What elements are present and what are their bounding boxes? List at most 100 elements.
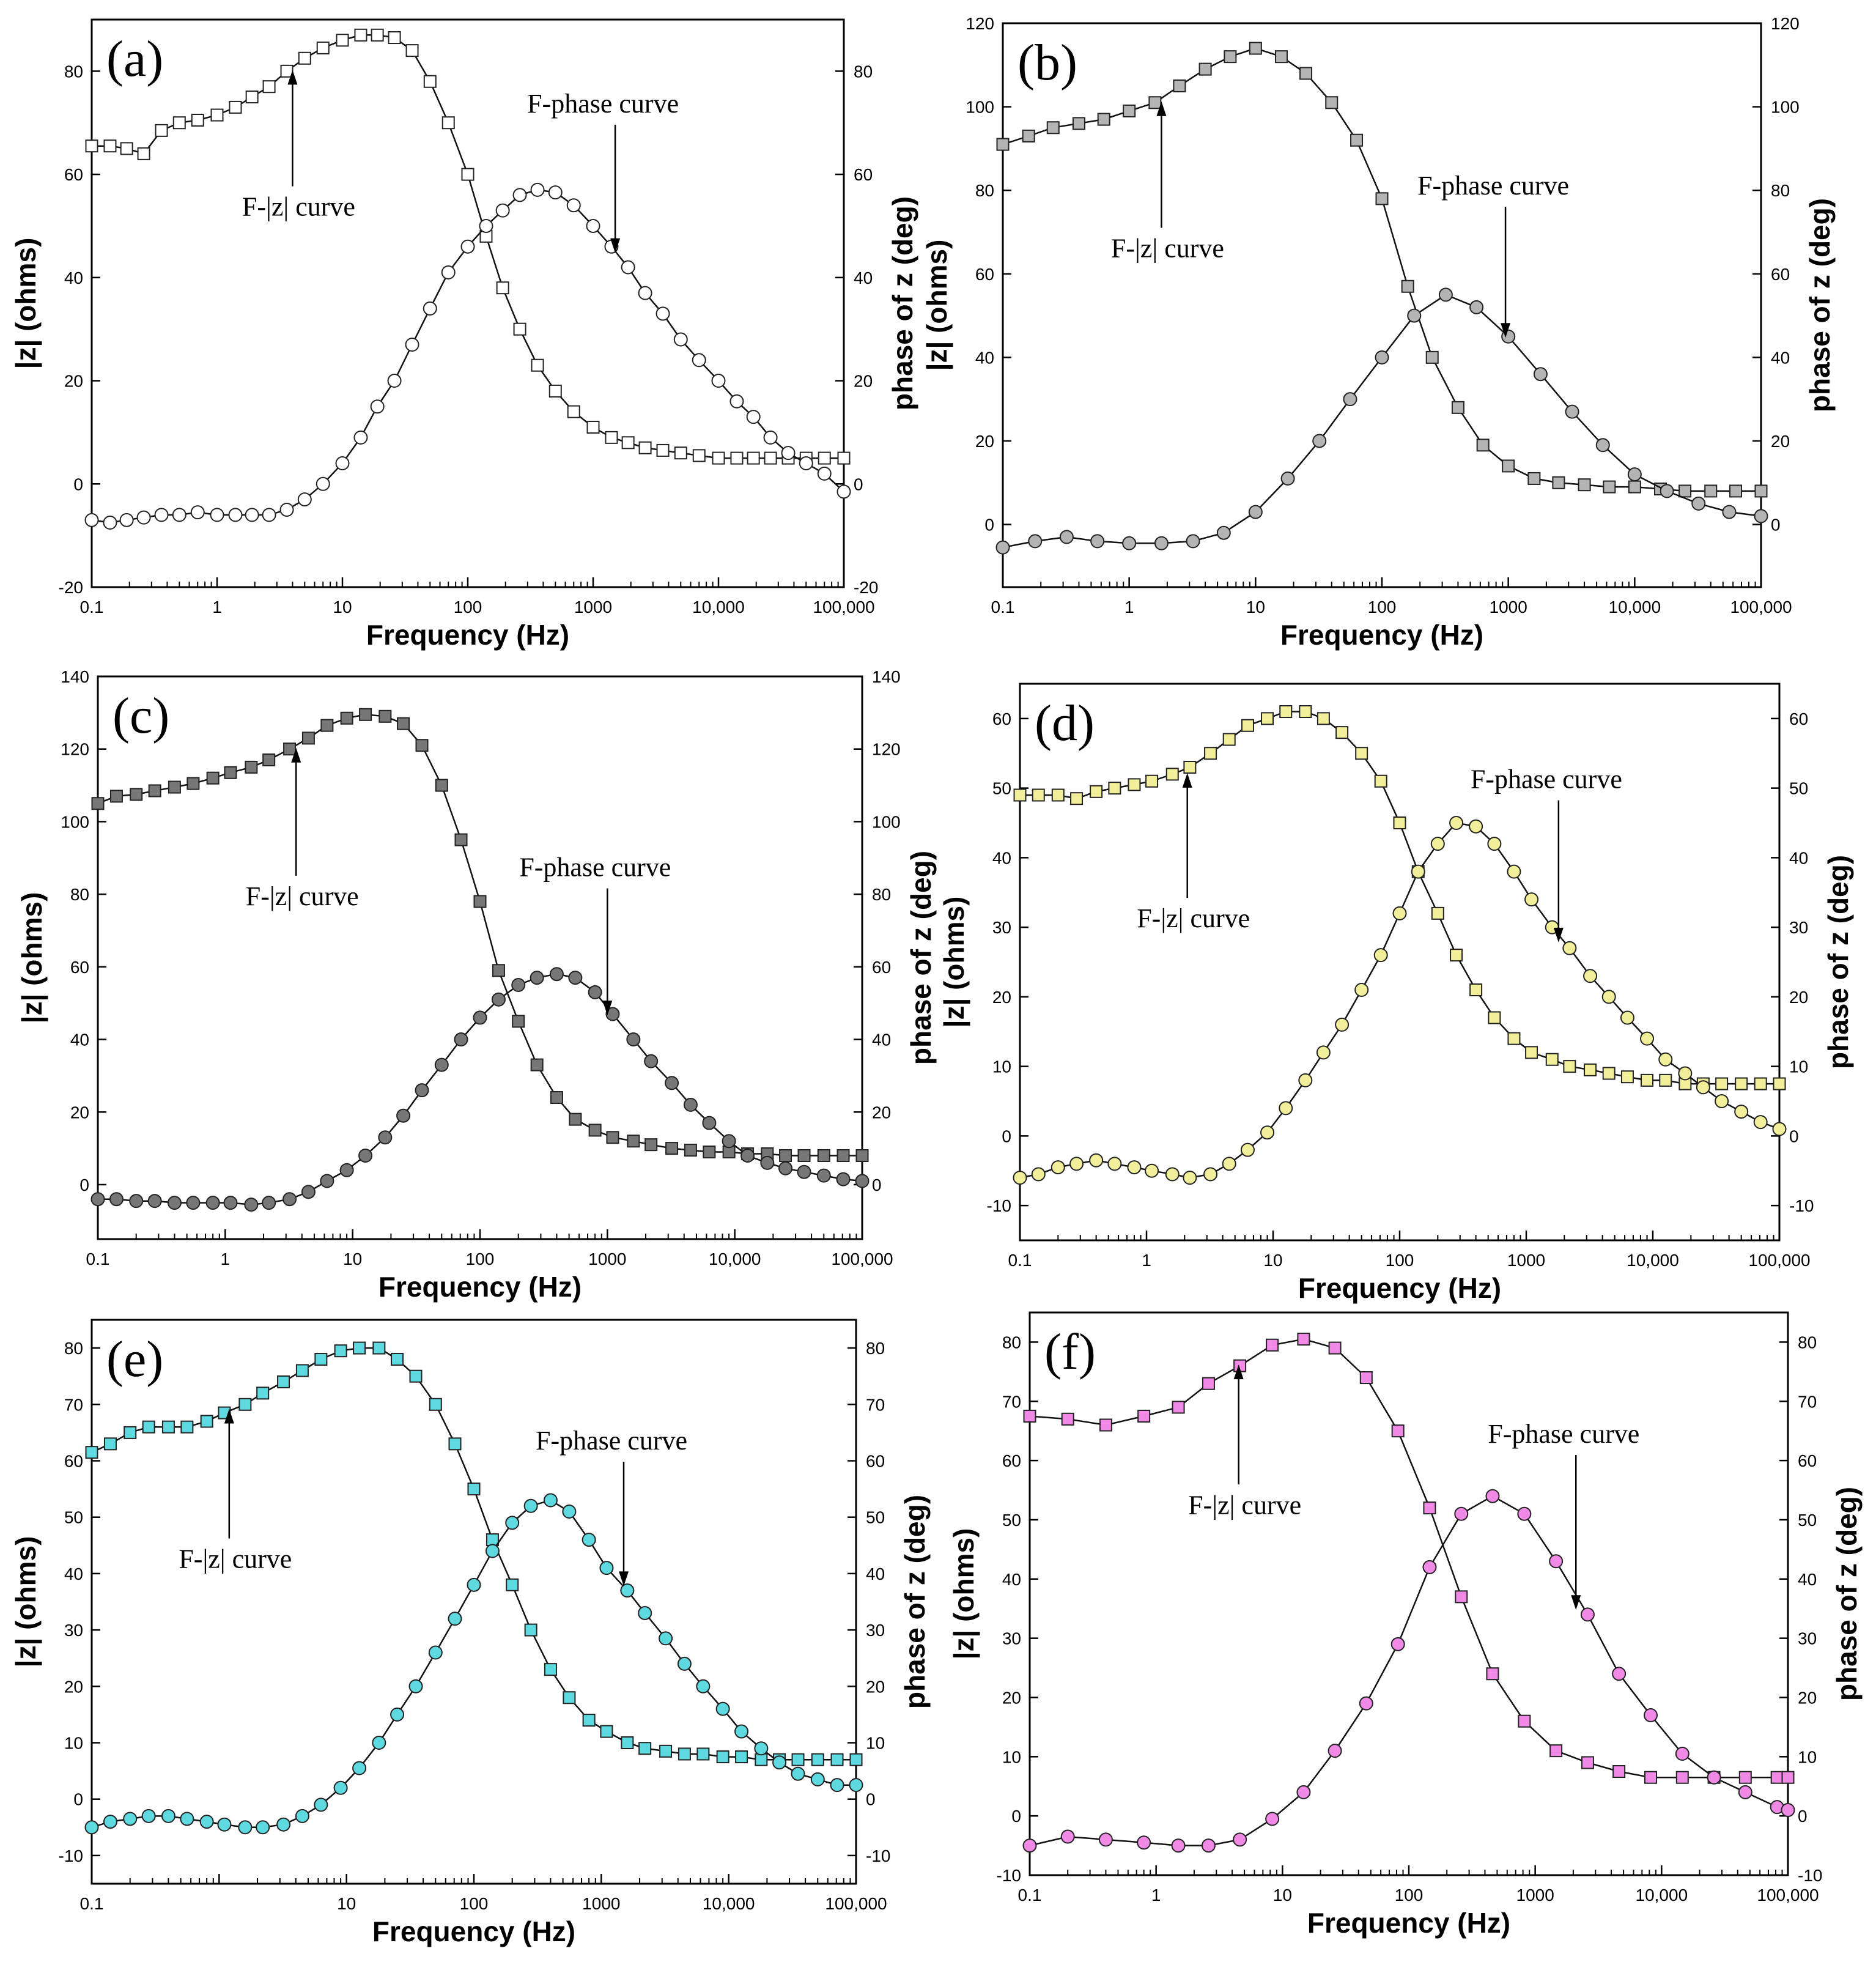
y-right-axis-title: phase of z (deg) bbox=[887, 196, 918, 410]
data-point-circle bbox=[1562, 941, 1577, 955]
data-point-circle bbox=[568, 971, 583, 985]
data-point-square bbox=[1148, 96, 1162, 109]
x-tick-label: 1 bbox=[221, 1249, 231, 1268]
annotation-arrowhead bbox=[1571, 1595, 1581, 1610]
y-left-tick-label: 10 bbox=[1002, 1747, 1021, 1766]
data-point-circle bbox=[390, 1707, 405, 1722]
data-point-square bbox=[1675, 1771, 1689, 1784]
data-point-circle bbox=[763, 430, 778, 445]
data-point-circle bbox=[396, 1108, 411, 1123]
data-point-circle bbox=[855, 1174, 870, 1188]
x-tick-label: 1000 bbox=[582, 1894, 620, 1913]
data-point-circle bbox=[696, 1679, 711, 1694]
data-point-circle bbox=[1354, 983, 1369, 997]
data-point-circle bbox=[1715, 1094, 1729, 1108]
y-left-tick-label: 40 bbox=[992, 848, 1011, 867]
x-tick-label: 10 bbox=[1246, 598, 1265, 616]
data-point-circle bbox=[210, 508, 224, 522]
y-right-tick-label: 40 bbox=[872, 1031, 891, 1049]
data-point-square bbox=[1644, 1771, 1658, 1784]
data-point-square bbox=[696, 1747, 710, 1761]
y-right-tick-label: 20 bbox=[854, 372, 873, 391]
data-point-circle bbox=[1612, 1667, 1627, 1681]
data-point-circle bbox=[1265, 1812, 1280, 1826]
data-point-square bbox=[605, 431, 618, 444]
y-left-tick-label: 60 bbox=[992, 709, 1011, 728]
annotation-label: F-phase curve bbox=[527, 89, 679, 119]
data-point-circle bbox=[1279, 1101, 1293, 1116]
data-point-circle bbox=[605, 1007, 620, 1021]
y-right-tick-label: 0 bbox=[872, 1175, 882, 1194]
y-left-tick-label: 50 bbox=[992, 779, 1011, 798]
data-point-square bbox=[1602, 1067, 1616, 1080]
series-line-phase bbox=[1002, 294, 1762, 549]
data-point-circle bbox=[180, 1812, 194, 1826]
y-left-tick-label: 60 bbox=[70, 958, 89, 977]
y-right-tick-label: 60 bbox=[1798, 1451, 1817, 1470]
y-right-tick-label: -10 bbox=[1798, 1866, 1822, 1885]
y-left-axis-title: |z| (ohms) bbox=[16, 892, 48, 1024]
data-point-square bbox=[283, 742, 297, 756]
annotation-arrowhead bbox=[610, 238, 621, 253]
data-point-square bbox=[567, 405, 580, 418]
data-point-square bbox=[1299, 705, 1312, 718]
data-point-circle bbox=[1524, 892, 1539, 907]
data-point-square bbox=[1628, 480, 1641, 494]
data-point-square bbox=[512, 1015, 525, 1028]
data-point-square bbox=[1735, 1077, 1748, 1090]
data-point-circle bbox=[1343, 392, 1357, 407]
annotation-label: F-|z| curve bbox=[246, 881, 359, 911]
data-point-square bbox=[371, 28, 384, 42]
x-tick-label: 100 bbox=[454, 598, 482, 616]
data-point-square bbox=[1578, 478, 1591, 492]
data-point-square bbox=[1393, 816, 1406, 829]
data-point-square bbox=[797, 1149, 811, 1162]
y-left-tick-label: 80 bbox=[64, 1339, 83, 1358]
data-point-square bbox=[656, 443, 670, 457]
data-point-circle bbox=[109, 1192, 124, 1207]
data-point-square bbox=[224, 766, 237, 779]
x-tick-label: 10,000 bbox=[1627, 1251, 1679, 1270]
data-point-circle bbox=[1660, 484, 1674, 498]
data-point-square bbox=[755, 1753, 768, 1766]
data-point-square bbox=[747, 451, 760, 465]
data-point-circle bbox=[797, 1164, 811, 1179]
annotation-label: F-phase curve bbox=[1471, 764, 1622, 794]
x-tick-label: 0.1 bbox=[1008, 1251, 1032, 1270]
y-right-tick-label: 120 bbox=[872, 740, 901, 759]
data-point-square bbox=[120, 142, 133, 155]
data-point-square bbox=[644, 1138, 658, 1152]
data-point-circle bbox=[205, 1196, 220, 1210]
data-point-square bbox=[372, 1341, 386, 1355]
x-tick-label: 10 bbox=[1263, 1251, 1282, 1270]
panel-label: (e) bbox=[106, 1331, 163, 1388]
data-point-circle bbox=[1772, 1122, 1787, 1136]
x-tick-label: 100,000 bbox=[813, 598, 874, 616]
data-point-square bbox=[124, 1426, 137, 1439]
data-point-circle bbox=[1069, 1157, 1084, 1171]
data-point-square bbox=[492, 964, 505, 977]
data-point-circle bbox=[1430, 837, 1445, 851]
x-tick-label: 100,000 bbox=[1757, 1886, 1819, 1905]
data-point-square bbox=[161, 1420, 175, 1434]
data-point-square bbox=[316, 41, 330, 54]
data-point-circle bbox=[511, 978, 526, 993]
y-left-tick-label: 50 bbox=[64, 1508, 83, 1527]
data-point-square bbox=[1507, 1032, 1521, 1045]
data-point-circle bbox=[626, 1032, 641, 1047]
data-point-square bbox=[210, 108, 224, 122]
x-tick-label: 1000 bbox=[574, 598, 612, 616]
y-left-tick-label: 20 bbox=[1002, 1688, 1021, 1707]
y-right-tick-label: 40 bbox=[854, 268, 873, 287]
data-point-circle bbox=[256, 1820, 270, 1835]
y-right-axis-title: phase of z (deg) bbox=[1822, 855, 1854, 1069]
data-point-circle bbox=[262, 508, 276, 522]
data-point-square bbox=[168, 780, 181, 794]
data-point-circle bbox=[1375, 350, 1389, 365]
data-point-square bbox=[849, 1753, 863, 1766]
y-right-tick-label: 20 bbox=[1789, 988, 1808, 1007]
y-right-axis-title: phase of z (deg) bbox=[1831, 1487, 1863, 1701]
y-right-tick-label: 30 bbox=[866, 1621, 885, 1640]
y-left-tick-label: 0 bbox=[73, 475, 83, 494]
x-tick-label: 100,000 bbox=[831, 1249, 893, 1268]
